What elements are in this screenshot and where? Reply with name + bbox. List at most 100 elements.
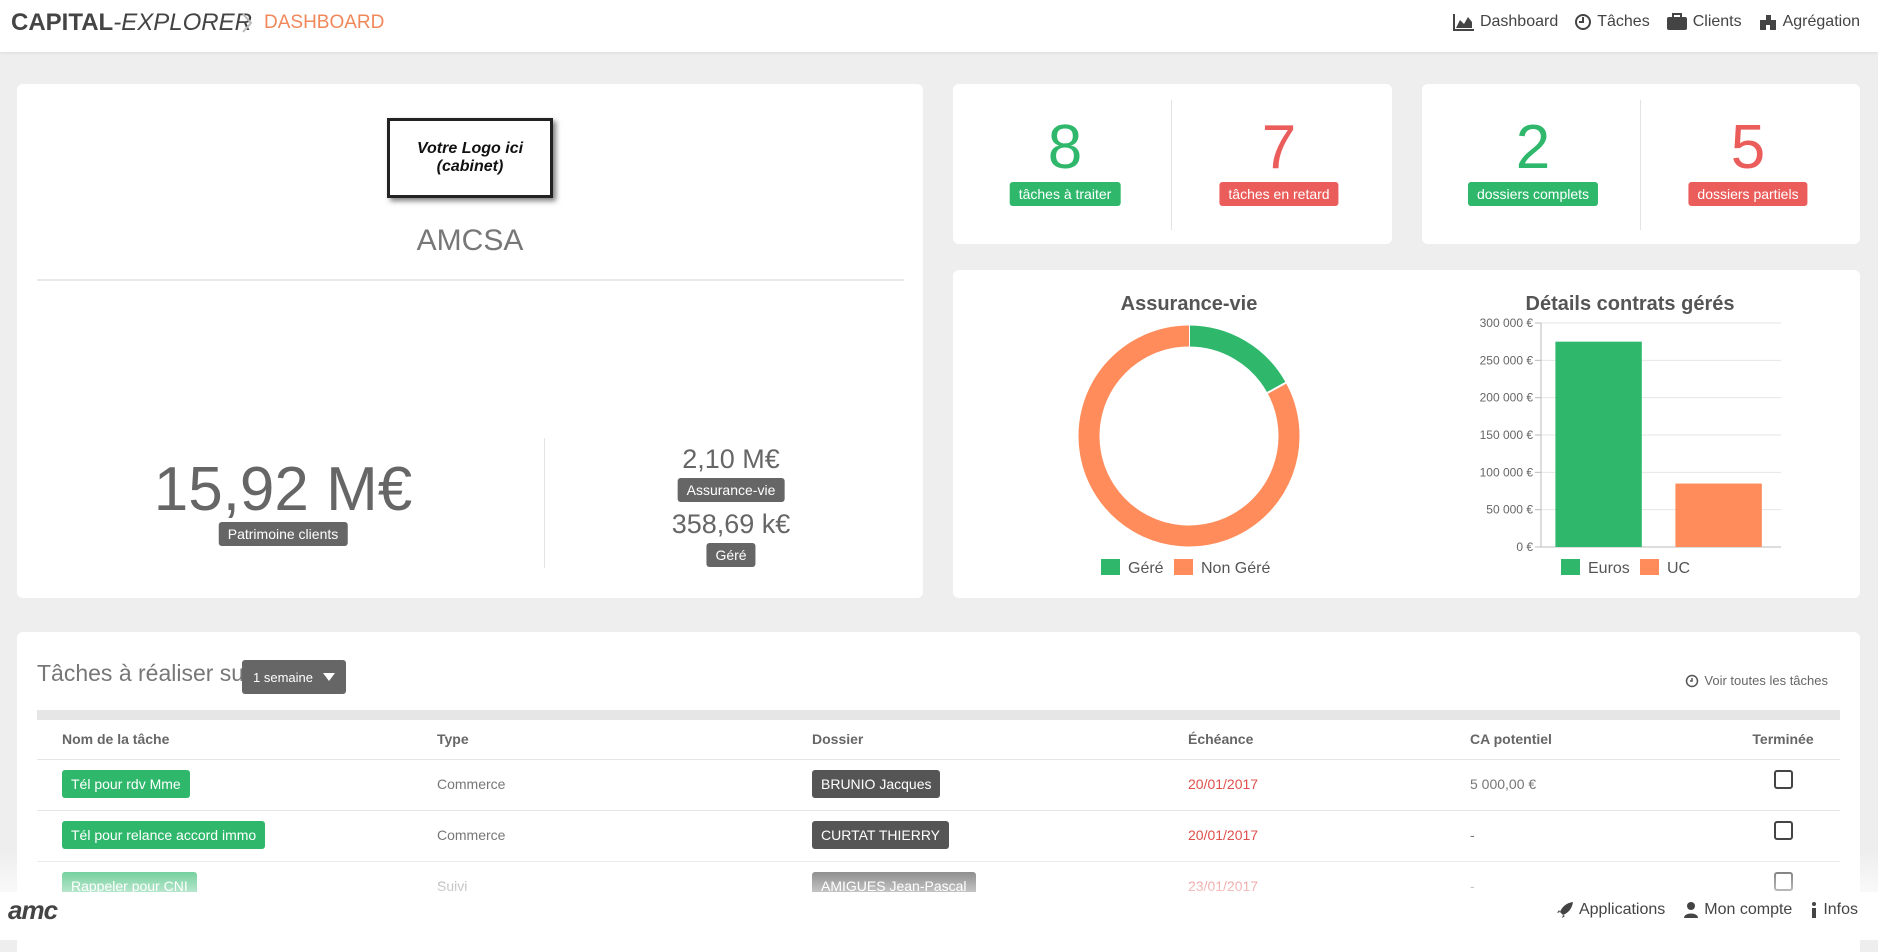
dossier: BRUNIO Jacques <box>812 770 941 798</box>
cell: CURTAT THIERRY <box>812 821 950 849</box>
cell: Tél pour relance accord immo <box>62 821 266 849</box>
kpi-label: tâches en retard <box>1219 182 1339 206</box>
tasks-title: Tâches à réaliser sur <box>37 660 252 686</box>
donut-segment <box>1078 325 1300 547</box>
footer-link: Mon compte <box>1704 901 1793 918</box>
nav-dashboard[interactable]: Dashboard <box>1452 13 1559 31</box>
brand[interactable]: CAPITAL-EXPLORER <box>11 9 252 37</box>
footer-link: Infos <box>1823 901 1858 918</box>
dossier: CURTAT THIERRY <box>812 821 950 849</box>
icon <box>1575 14 1592 30</box>
nav-taches[interactable]: Tâches <box>1574 13 1650 31</box>
kpi-badge-wrap: dossiers partiels <box>1688 182 1808 206</box>
icon <box>1452 14 1474 31</box>
bar <box>1675 483 1762 547</box>
y-tick-label: 200 000 € <box>1480 391 1534 405</box>
kpi-value: 2 <box>1515 113 1551 182</box>
due-date: 20/01/2017 <box>1188 776 1259 792</box>
logo-placeholder: Votre Logo ici (cabinet) <box>387 118 553 198</box>
column-header: Terminée <box>1752 731 1814 747</box>
divider <box>1640 100 1641 230</box>
column-header: CA potentiel <box>1470 731 1552 747</box>
period-label: 1 semaine <box>253 669 313 685</box>
potential: 5 000,00 € <box>1470 776 1537 792</box>
checkbox[interactable] <box>1774 821 1793 840</box>
period-dropdown[interactable]: 1 semaine <box>242 660 346 694</box>
total-label: Patrimoine clients <box>218 522 348 546</box>
kpi-label: dossiers partiels <box>1688 182 1808 206</box>
legend-label: Euros <box>1588 560 1630 577</box>
chart-title: Détails contrats gérés <box>1526 293 1735 315</box>
detail-label: Assurance-vie <box>677 478 785 502</box>
column-header: Dossier <box>812 731 864 747</box>
nav-agregation[interactable]: Agrégation <box>1758 13 1860 31</box>
footer-links: Applications Mon compte Infos <box>1556 892 1858 928</box>
potential: - <box>1470 827 1475 843</box>
nav-label: Dashboard <box>1479 13 1559 30</box>
brand-main: CAPITAL <box>11 9 114 36</box>
footer-logo: amc <box>8 895 58 925</box>
nav-label: Tâches <box>1597 13 1650 30</box>
task-type: Commerce <box>437 776 506 792</box>
profile-card: Votre Logo ici (cabinet) AMCSA 15,92 M€ … <box>17 84 923 598</box>
donut-segment <box>1188 325 1286 394</box>
icon <box>1556 902 1573 918</box>
y-tick-label: 300 000 € <box>1480 316 1534 330</box>
cell: Tél pour rdv Mme <box>62 770 190 798</box>
footer: amc Applications Mon compte Infos <box>0 892 1878 940</box>
icon <box>1812 902 1817 918</box>
icon <box>1666 13 1687 30</box>
cell: BRUNIO Jacques <box>812 770 941 798</box>
footer-account[interactable]: Mon compte <box>1683 901 1792 919</box>
column-header: Échéance <box>1188 731 1254 747</box>
total-value: 15,92 M€ <box>153 455 413 524</box>
segment-separator <box>1266 381 1287 394</box>
legend-swatch <box>1561 559 1580 575</box>
task-name[interactable]: Tél pour rdv Mme <box>62 770 190 798</box>
legend-swatch <box>1174 559 1193 575</box>
y-tick-label: 100 000 € <box>1480 465 1534 479</box>
see-all-link[interactable]: Voir toutes les tâches <box>1685 673 1828 688</box>
company-name: AMCSA <box>416 224 524 257</box>
footer-infos[interactable]: Infos <box>1810 901 1858 919</box>
icon <box>1759 15 1776 30</box>
footer-applications[interactable]: Applications <box>1556 901 1665 919</box>
breadcrumb[interactable]: DASHBOARD <box>264 12 385 33</box>
detail-value: 358,69 k€ <box>671 509 791 539</box>
row-line <box>37 759 1840 760</box>
column-header: Type <box>437 731 469 747</box>
legend-label: Géré <box>1128 560 1164 577</box>
nav-label: Clients <box>1692 13 1742 30</box>
kpi-value: 5 <box>1730 113 1766 182</box>
y-tick-label: 0 € <box>1516 540 1533 554</box>
kpi-value: 7 <box>1261 113 1297 182</box>
task-name[interactable]: Tél pour relance accord immo <box>62 821 266 849</box>
kpi-card <box>1422 84 1860 244</box>
table-top-bar <box>37 710 1840 720</box>
y-tick-label: 50 000 € <box>1486 503 1533 517</box>
detail-label: Géré <box>706 543 756 567</box>
checkbox[interactable] <box>1774 770 1793 789</box>
due-date: 20/01/2017 <box>1188 827 1259 843</box>
logo-line: (cabinet) <box>436 158 504 175</box>
legend-label: UC <box>1667 560 1690 577</box>
kpi-label: dossiers complets <box>1467 182 1599 206</box>
legend-swatch <box>1640 559 1659 575</box>
icon <box>1684 902 1699 918</box>
task-type: Commerce <box>437 827 506 843</box>
chart-title: Assurance-vie <box>1121 293 1258 315</box>
legend-label: Non Géré <box>1201 560 1270 577</box>
chevron <box>242 13 253 33</box>
caret <box>322 673 335 681</box>
detail-value: 2,10 M€ <box>682 444 780 474</box>
y-tick-label: 250 000 € <box>1480 353 1534 367</box>
nav-clients[interactable]: Clients <box>1666 13 1742 31</box>
kpi-value: 8 <box>1047 113 1083 182</box>
divider <box>544 438 545 568</box>
brand-suffix: -EXPLORER <box>113 9 252 36</box>
fade <box>0 850 1878 892</box>
kpi-badge-wrap: tâches en retard <box>1219 182 1339 206</box>
footer-link: Applications <box>1578 901 1666 918</box>
divider <box>1171 100 1172 230</box>
column-header: Nom de la tâche <box>62 731 170 747</box>
